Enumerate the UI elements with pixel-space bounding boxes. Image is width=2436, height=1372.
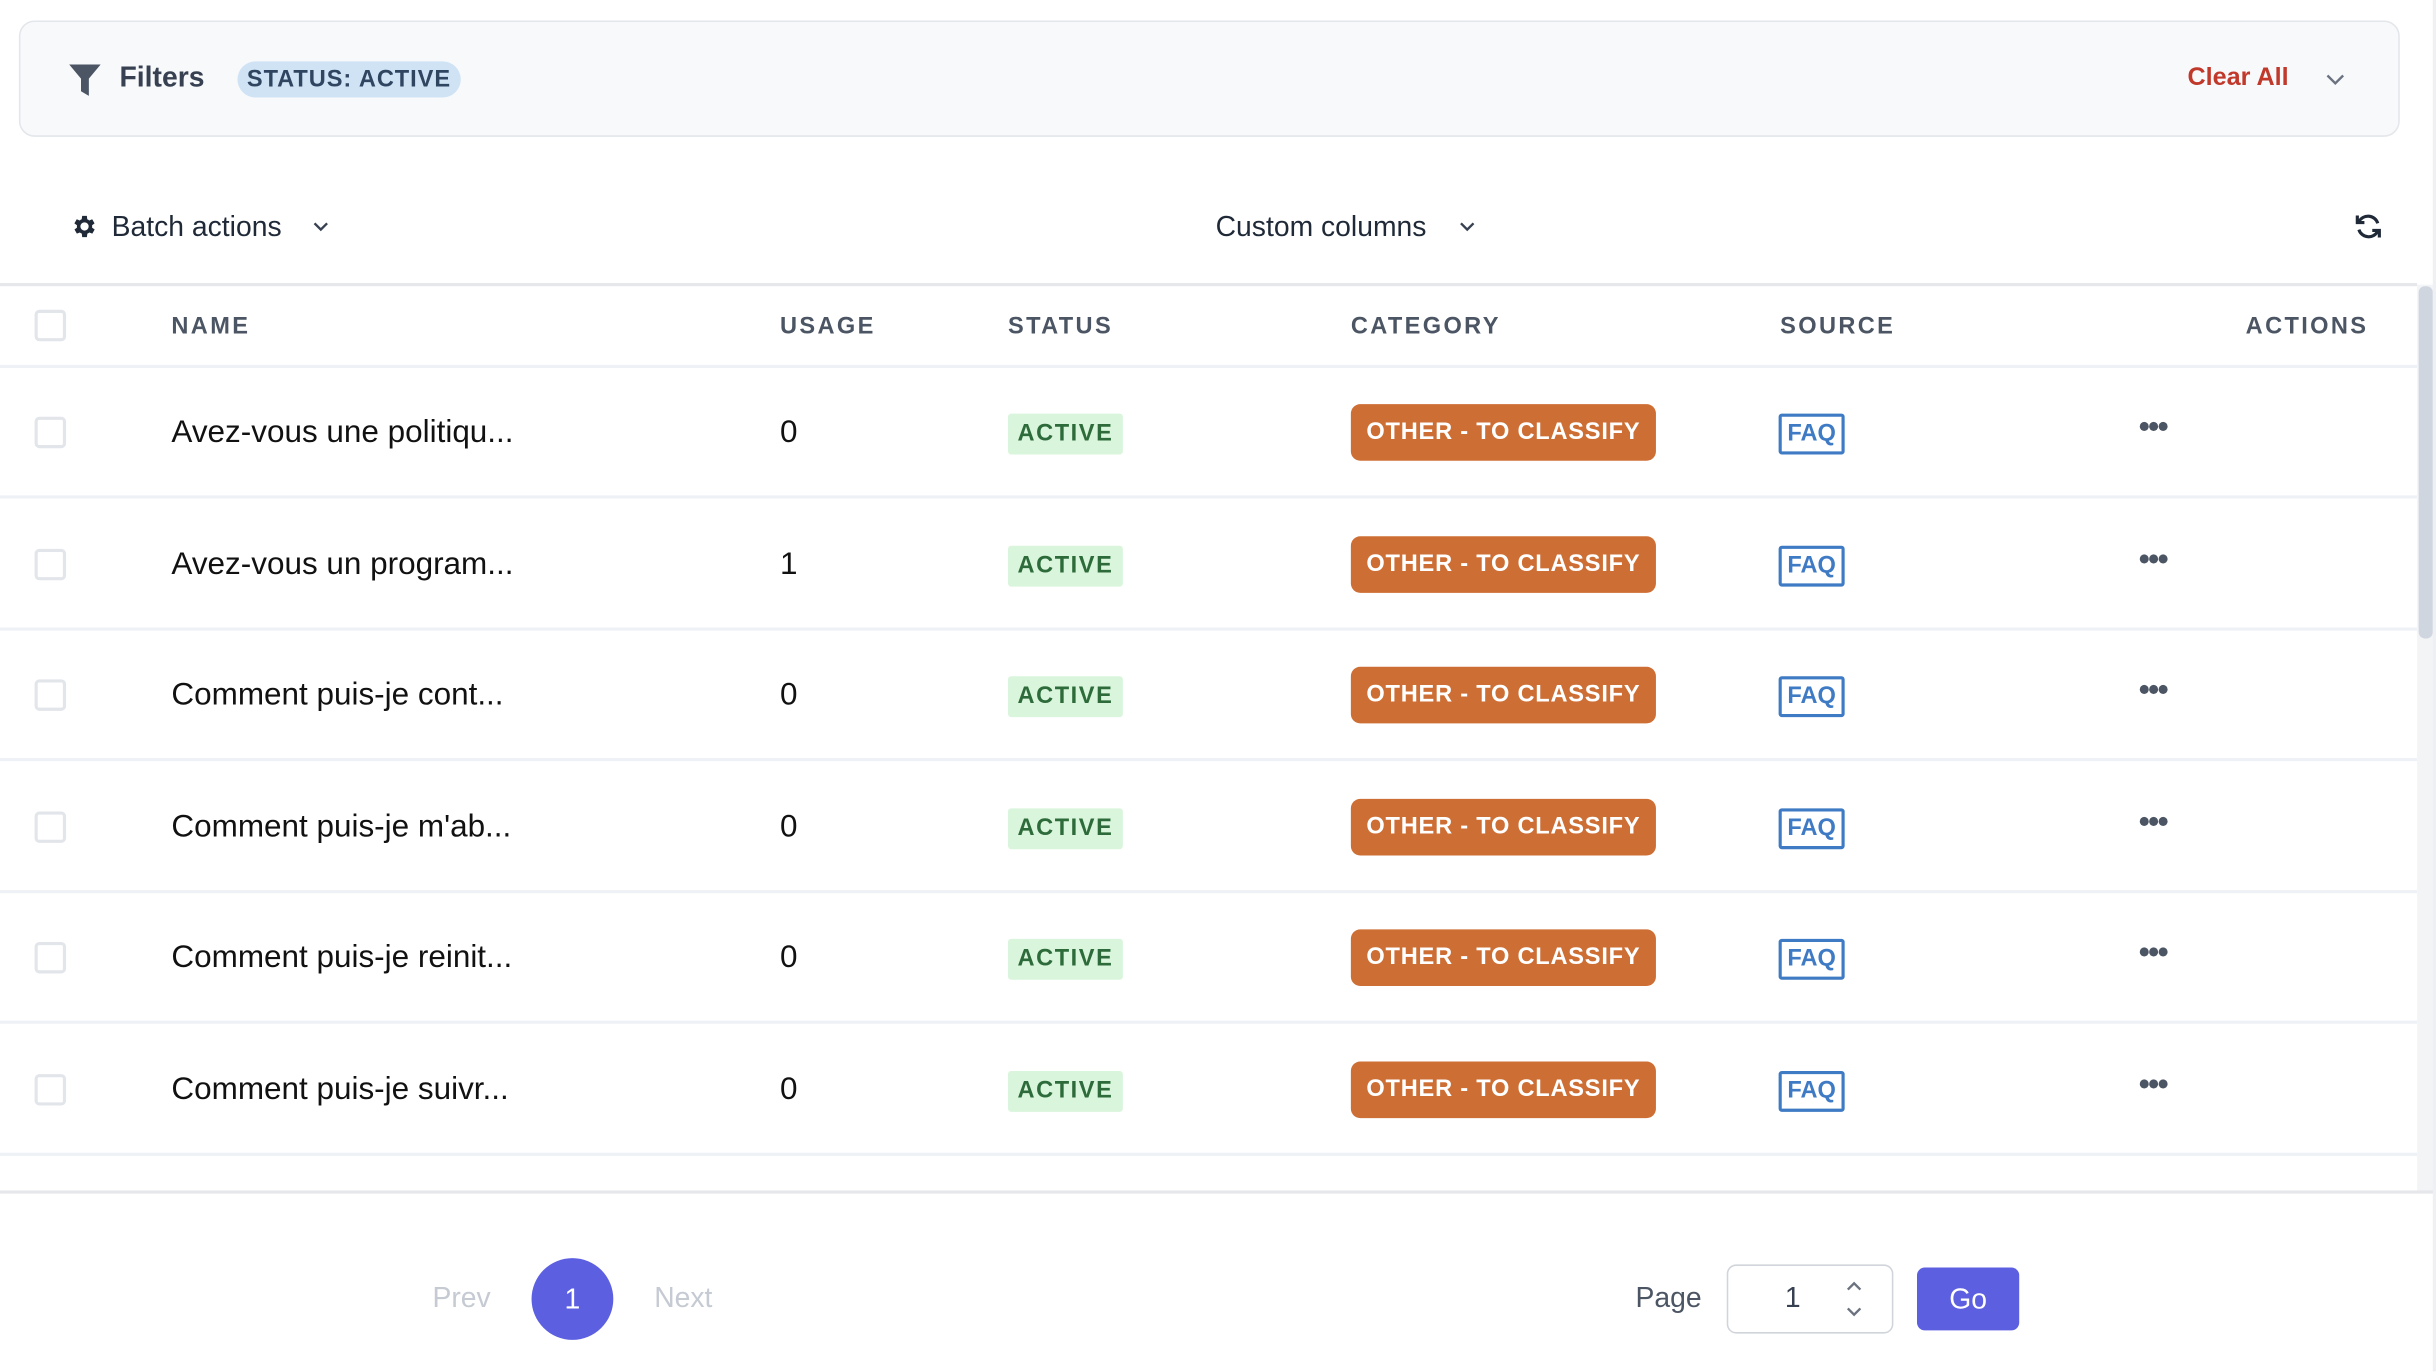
category-badge: OTHER - TO CLASSIFY — [1350, 930, 1656, 987]
next-button[interactable]: Next — [654, 1281, 713, 1314]
table-row[interactable]: Comment puis-je m'ab... 0 ACTIVE OTHER -… — [0, 761, 2418, 893]
column-header-usage[interactable]: USAGE — [780, 312, 876, 340]
row-usage: 0 — [780, 678, 798, 713]
column-header-name[interactable]: NAME — [171, 312, 251, 340]
divider — [0, 283, 2418, 287]
page-1-button[interactable]: 1 — [531, 1258, 614, 1340]
select-all-checkbox[interactable] — [34, 309, 67, 342]
row-usage: 1 — [780, 546, 798, 582]
status-badge: ACTIVE — [1008, 807, 1123, 849]
row-usage: 0 — [780, 415, 798, 450]
filter-chip-status[interactable]: STATUS: ACTIVE — [237, 61, 461, 98]
go-button[interactable]: Go — [1916, 1267, 2020, 1331]
clear-all-button[interactable]: Clear All — [2187, 64, 2289, 92]
more-actions-icon[interactable]: ••• — [2138, 410, 2169, 446]
table-row-partial — [0, 1155, 2417, 1190]
source-badge: FAQ — [1778, 1070, 1845, 1112]
divider — [0, 364, 2418, 368]
custom-columns-label: Custom columns — [1215, 210, 1427, 243]
table-row[interactable]: Comment puis-je cont... 0 ACTIVE OTHER -… — [0, 629, 2418, 762]
row-checkbox[interactable] — [34, 811, 67, 843]
source-badge: FAQ — [1778, 545, 1845, 586]
source-badge: FAQ — [1778, 939, 1845, 981]
row-name[interactable]: Comment puis-je cont... — [171, 678, 504, 713]
filter-bar: Filters STATUS: ACTIVE Clear All — [18, 20, 2400, 137]
status-badge: ACTIVE — [1008, 413, 1123, 455]
category-badge: OTHER - TO CLASSIFY — [1350, 667, 1656, 724]
gear-icon — [74, 215, 95, 238]
category-badge: OTHER - TO CLASSIFY — [1350, 404, 1656, 461]
category-badge: OTHER - TO CLASSIFY — [1350, 798, 1656, 856]
more-actions-icon[interactable]: ••• — [2138, 804, 2169, 840]
row-checkbox[interactable] — [34, 416, 67, 449]
more-actions-icon[interactable]: ••• — [2138, 541, 2169, 577]
filters-label: Filters — [119, 61, 205, 93]
category-badge: OTHER - TO CLASSIFY — [1350, 1061, 1656, 1119]
page-label: Page — [1635, 1281, 1702, 1314]
more-actions-icon[interactable]: ••• — [2138, 936, 2169, 971]
source-badge: FAQ — [1778, 807, 1845, 849]
chevron-down-icon — [1460, 222, 1475, 232]
chevron-down-icon[interactable] — [2326, 71, 2345, 87]
page-number-input[interactable]: 1 — [1726, 1264, 1894, 1334]
column-header-source[interactable]: SOURCE — [1780, 312, 1896, 340]
status-badge: ACTIVE — [1008, 939, 1123, 981]
row-name[interactable]: Comment puis-je suivr... — [171, 1072, 509, 1108]
prev-button[interactable]: Prev — [432, 1281, 491, 1314]
table-row[interactable]: Avez-vous un program... 1 ACTIVE OTHER -… — [0, 498, 2418, 630]
stepper-icon[interactable] — [1845, 1279, 1864, 1320]
row-usage: 0 — [780, 1072, 798, 1108]
category-badge: OTHER - TO CLASSIFY — [1350, 535, 1656, 593]
refresh-icon[interactable] — [2353, 212, 2384, 240]
source-badge: FAQ — [1778, 413, 1845, 455]
table-row[interactable]: Avez-vous une politiqu... 0 ACTIVE OTHER… — [0, 366, 2418, 499]
row-usage: 0 — [780, 809, 798, 845]
row-name[interactable]: Comment puis-je reinit... — [171, 941, 513, 976]
row-name[interactable]: Avez-vous une politiqu... — [171, 415, 514, 450]
more-actions-icon[interactable]: ••• — [2138, 673, 2169, 708]
status-badge: ACTIVE — [1008, 545, 1123, 586]
divider — [0, 1190, 2436, 1194]
status-badge: ACTIVE — [1008, 1070, 1123, 1112]
column-header-actions: ACTIONS — [2245, 312, 2369, 340]
column-header-status[interactable]: STATUS — [1008, 312, 1114, 340]
filter-icon — [69, 64, 101, 96]
row-name[interactable]: Comment puis-je m'ab... — [171, 809, 512, 845]
row-checkbox[interactable] — [34, 942, 67, 975]
status-badge: ACTIVE — [1008, 676, 1123, 718]
more-actions-icon[interactable]: ••• — [2138, 1067, 2169, 1103]
table-row[interactable]: Comment puis-je suivr... 0 ACTIVE OTHER … — [0, 1024, 2418, 1156]
row-checkbox[interactable] — [34, 548, 67, 580]
divider — [2432, 0, 2436, 1372]
chevron-down-icon — [313, 222, 328, 232]
column-header-category[interactable]: CATEGORY — [1350, 312, 1501, 340]
source-badge: FAQ — [1778, 676, 1845, 718]
row-name[interactable]: Avez-vous un program... — [171, 546, 514, 582]
row-usage: 0 — [780, 941, 798, 976]
row-checkbox[interactable] — [34, 679, 67, 712]
row-checkbox[interactable] — [34, 1074, 67, 1106]
table-row[interactable]: Comment puis-je reinit... 0 ACTIVE OTHER… — [0, 892, 2418, 1025]
scrollbar-thumb[interactable] — [2418, 286, 2433, 639]
batch-actions-label: Batch actions — [111, 210, 282, 243]
